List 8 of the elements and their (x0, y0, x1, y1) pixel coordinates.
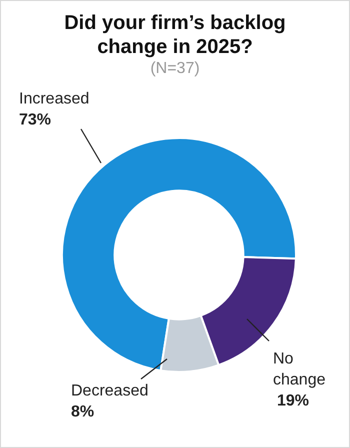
chart-title: Did your firm’s backlog change in 2025? (63, 11, 287, 59)
data-label: 19% (277, 392, 310, 410)
slice-label: No change (273, 350, 326, 388)
data-label: 8% (71, 403, 94, 420)
chart-subtitle: (N=37) (149, 59, 201, 79)
slice-label: Decreased (71, 382, 148, 400)
data-label: 73% (19, 111, 52, 128)
slice-label: Increased (19, 90, 90, 108)
